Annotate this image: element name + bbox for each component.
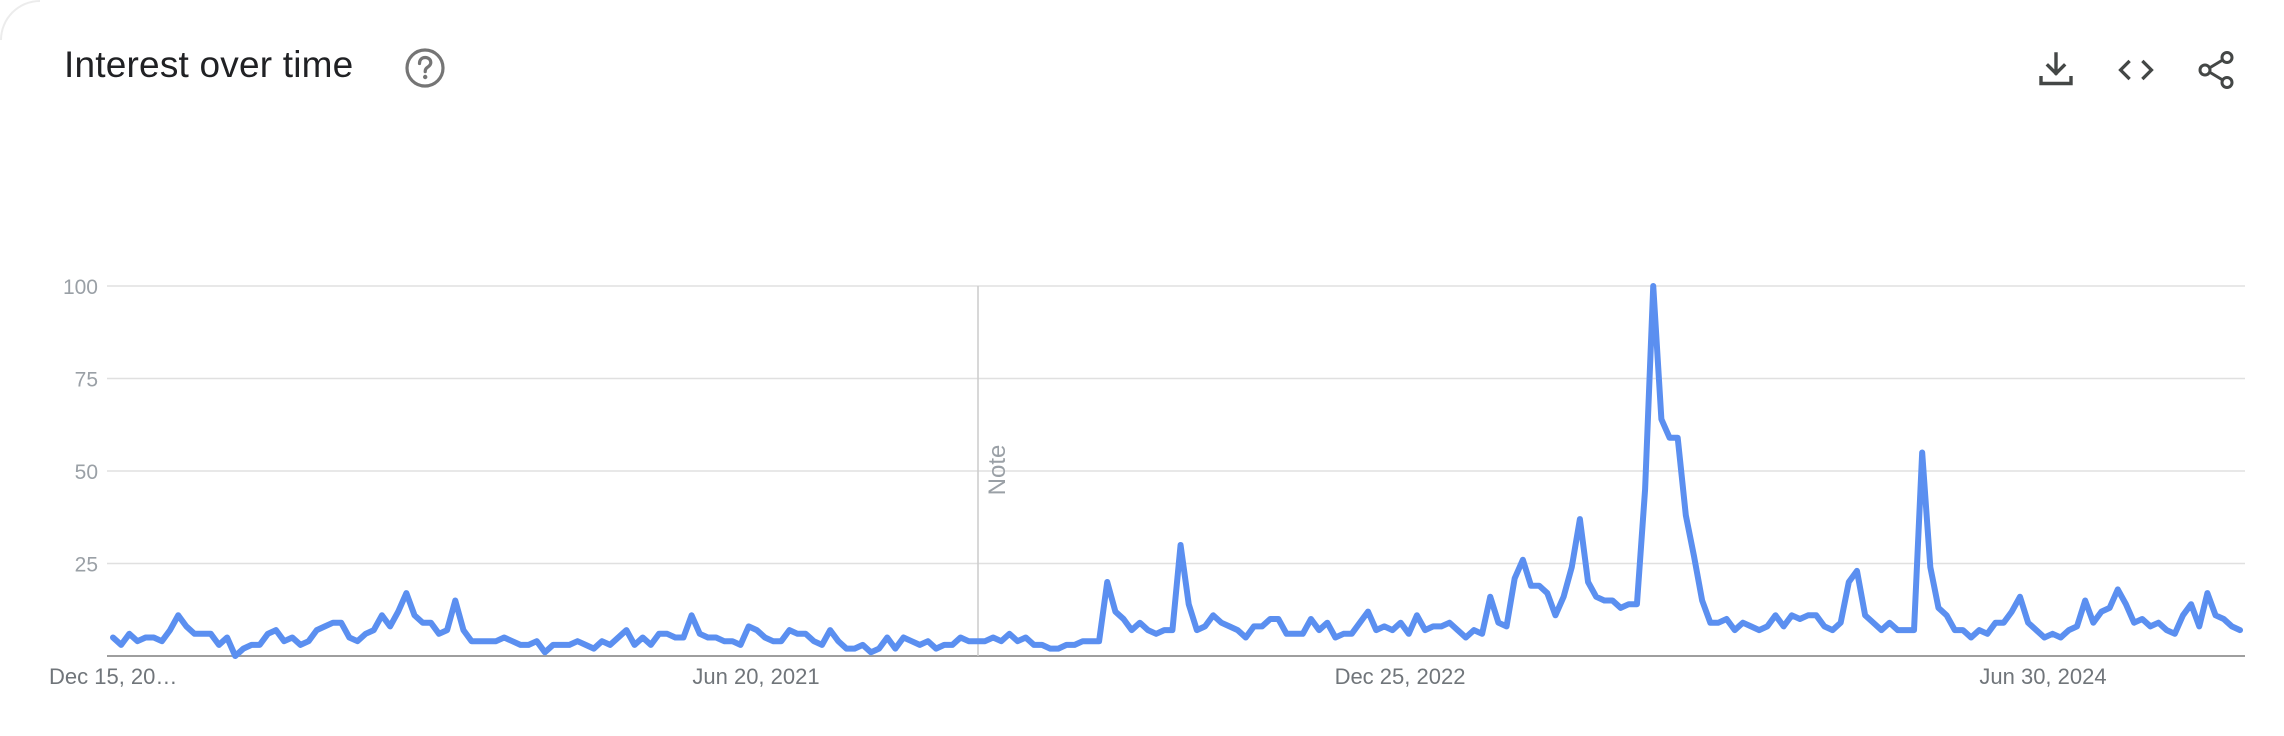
embed-code-icon[interactable] <box>2116 50 2156 90</box>
y-tick-label: 75 <box>75 369 98 392</box>
series-line-0[interactable] <box>110 283 2243 659</box>
help-circle-icon[interactable] <box>403 46 447 90</box>
note-layer: Note <box>977 286 1011 656</box>
y-tick-label: 25 <box>75 554 98 577</box>
x-tick-label: Jun 30, 2024 <box>1979 664 2106 689</box>
x-axis: Dec 15, 20… Jun 20, 2021 Dec 25, 2022 Jun 3… <box>49 664 2107 689</box>
note-label[interactable]: Note <box>984 445 1011 496</box>
y-axis: 100 75 50 25 <box>63 276 98 577</box>
download-icon[interactable] <box>2036 50 2076 90</box>
x-tick-label: Jun 20, 2021 <box>692 664 819 689</box>
share-icon[interactable] <box>2196 50 2236 90</box>
series-layer <box>110 283 2243 659</box>
page-title: Interest over time <box>64 44 354 85</box>
y-tick-label: 100 <box>63 276 98 299</box>
y-tick-label: 50 <box>75 461 98 484</box>
x-tick-label: Dec 25, 2022 <box>1335 664 1466 689</box>
x-tick-label: Dec 15, 20… <box>49 664 177 689</box>
